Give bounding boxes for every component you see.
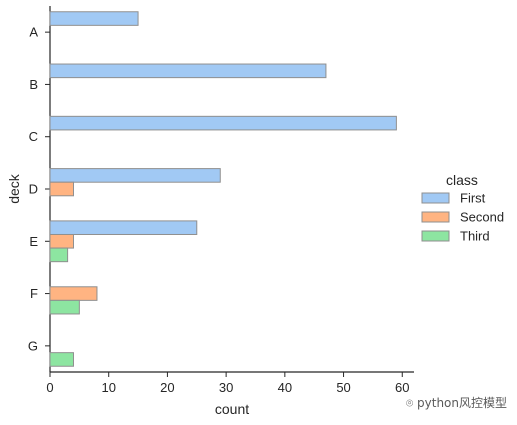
y-tick-label-A: A — [29, 25, 38, 40]
bar-B-first — [49, 63, 327, 79]
x-tick-label-30: 30 — [219, 380, 233, 395]
legend-swatch-third — [421, 230, 450, 242]
x-tick-label-50: 50 — [336, 380, 350, 395]
bar-E-third — [49, 247, 69, 263]
y-axis-label: deck — [6, 173, 22, 204]
legend-swatch-second — [421, 211, 450, 223]
bar-A-first — [49, 11, 139, 26]
bar-D-first — [49, 168, 221, 183]
x-tick-label-40: 40 — [278, 380, 292, 395]
legend-label-third: Third — [460, 229, 490, 244]
y-tick-label-C: C — [29, 129, 38, 144]
legend-label-second: Second — [460, 210, 504, 225]
bar-G-third — [49, 352, 74, 367]
watermark-text: python风控模型 — [417, 396, 507, 410]
legend-swatch-first — [421, 192, 450, 204]
bar-F-third — [49, 299, 80, 315]
y-tick-label-G: G — [28, 338, 38, 353]
y-tick-label-B: B — [29, 77, 38, 92]
bar-E-second — [49, 233, 74, 249]
x-axis-label: count — [215, 401, 249, 417]
y-tick-label-E: E — [29, 234, 38, 249]
bar-C-first — [49, 115, 397, 131]
x-tick-label-10: 10 — [101, 380, 115, 395]
watermark: ⌾ python风控模型 — [406, 394, 507, 411]
wechat-icon: ⌾ — [406, 396, 418, 410]
x-tick-label-0: 0 — [46, 380, 53, 395]
x-tick-label-20: 20 — [160, 380, 174, 395]
bar-F-second — [49, 286, 98, 301]
legend-title: class — [446, 172, 478, 188]
legend-label-first: First — [460, 191, 486, 206]
y-tick-label-F: F — [30, 286, 38, 301]
x-tick-label-60: 60 — [395, 380, 409, 395]
bar-D-second — [49, 181, 74, 197]
y-tick-label-D: D — [29, 182, 38, 197]
bar-E-first — [49, 220, 198, 235]
